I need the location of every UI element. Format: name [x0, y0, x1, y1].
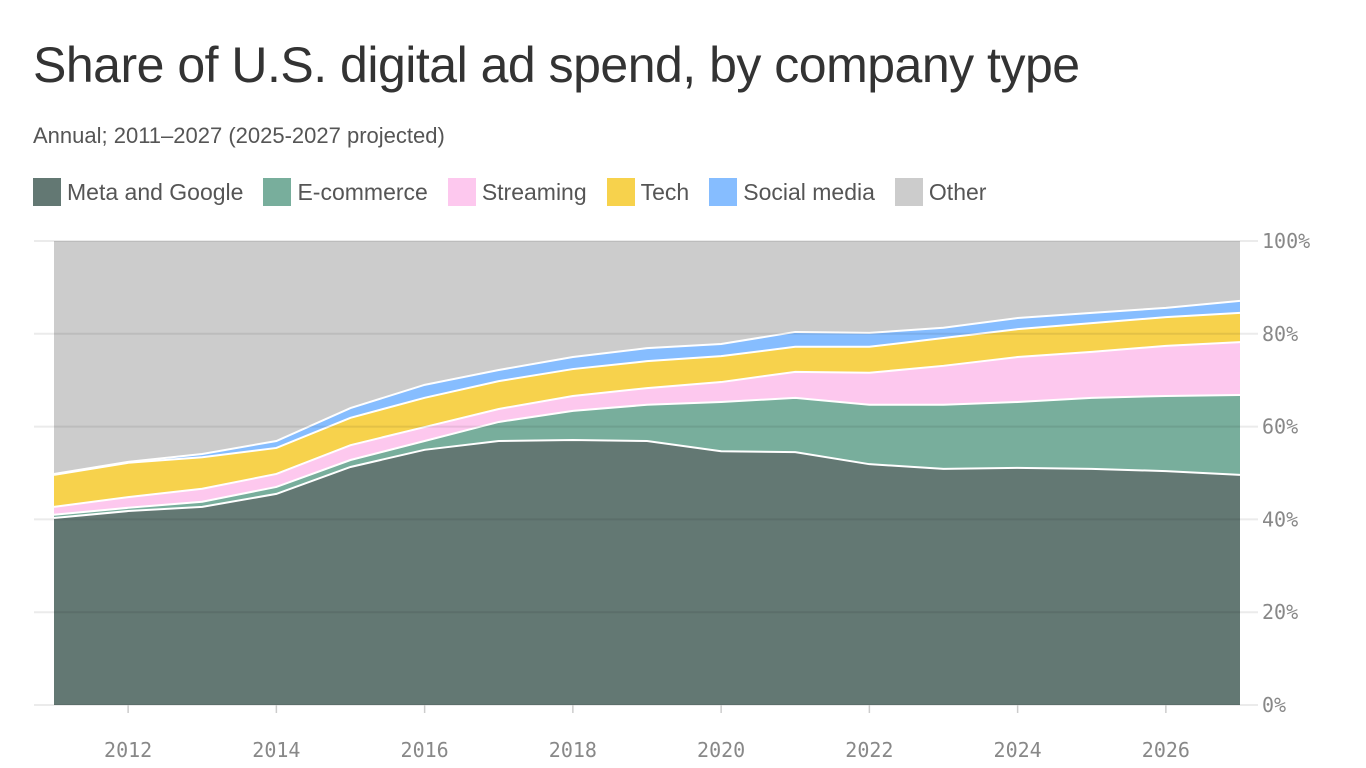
legend-label: E-commerce	[297, 178, 428, 205]
legend-label: Social media	[743, 178, 875, 205]
legend-item: Meta and Google	[33, 178, 243, 206]
legend-swatch	[894, 178, 923, 206]
x-tick-label: 2012	[104, 738, 152, 762]
legend-item: Other	[894, 178, 987, 206]
area-meta-and-google	[54, 440, 1240, 705]
x-tick-label: 2024	[994, 738, 1042, 762]
legend-item: Tech	[606, 178, 690, 206]
legend-swatch	[606, 178, 635, 206]
legend-swatch	[709, 178, 738, 206]
legend-label: Other	[928, 178, 987, 205]
legend-item: Social media	[709, 178, 875, 206]
legend-label: Streaming	[481, 178, 587, 205]
y-tick-label: 60%	[1262, 415, 1298, 439]
area-e-commerce	[54, 395, 1240, 519]
y-tick-label: 20%	[1262, 600, 1298, 624]
area-tech	[54, 312, 1240, 507]
series-boundary-line	[53, 394, 1241, 516]
x-tick-label: 2014	[252, 738, 300, 762]
legend-item: E-commerce	[263, 178, 428, 206]
series-boundary-line	[53, 299, 1241, 475]
y-tick-label: 40%	[1262, 507, 1298, 531]
series-boundary-line	[53, 311, 1241, 476]
y-tick-label: 0%	[1262, 693, 1286, 717]
x-tick-label: 2026	[1142, 738, 1190, 762]
legend-label: Meta and Google	[67, 178, 244, 205]
area-other	[54, 241, 1240, 474]
legend-item: Streaming	[447, 178, 587, 206]
legend-swatch	[447, 178, 476, 206]
chart-subtitle: Annual; 2011–2027 (2025-2027 projected)	[33, 123, 445, 148]
y-tick-label: 100%	[1262, 229, 1310, 253]
x-tick-label: 2016	[401, 738, 449, 762]
chart-title: Share of U.S. digital ad spend, by compa…	[33, 37, 1080, 93]
series-boundary-line	[53, 439, 1241, 520]
legend: Meta and Google E-commerce Streaming Tech So…	[33, 178, 1006, 206]
legend-swatch	[263, 178, 292, 206]
legend-label: Tech	[640, 178, 690, 205]
legend-swatch	[33, 178, 61, 206]
series-boundary-line	[53, 341, 1241, 508]
y-tick-label: 80%	[1262, 322, 1298, 346]
x-tick-label: 2020	[697, 738, 745, 762]
x-tick-label: 2022	[845, 738, 893, 762]
area-streaming	[54, 342, 1240, 515]
x-tick-label: 2018	[549, 738, 597, 762]
